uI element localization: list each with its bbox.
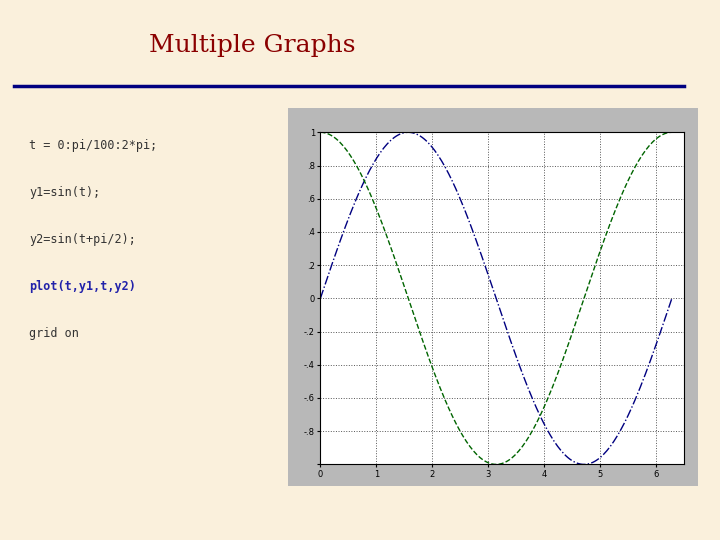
Text: plot(t,y1,t,y2): plot(t,y1,t,y2) (29, 280, 136, 293)
Text: y2=sin(t+pi/2);: y2=sin(t+pi/2); (29, 233, 136, 246)
Text: t = 0:pi/100:2*pi;: t = 0:pi/100:2*pi; (29, 139, 158, 152)
Text: y1=sin(t);: y1=sin(t); (29, 186, 100, 199)
Text: grid on: grid on (29, 327, 79, 340)
Text: Multiple Graphs: Multiple Graphs (149, 35, 355, 57)
